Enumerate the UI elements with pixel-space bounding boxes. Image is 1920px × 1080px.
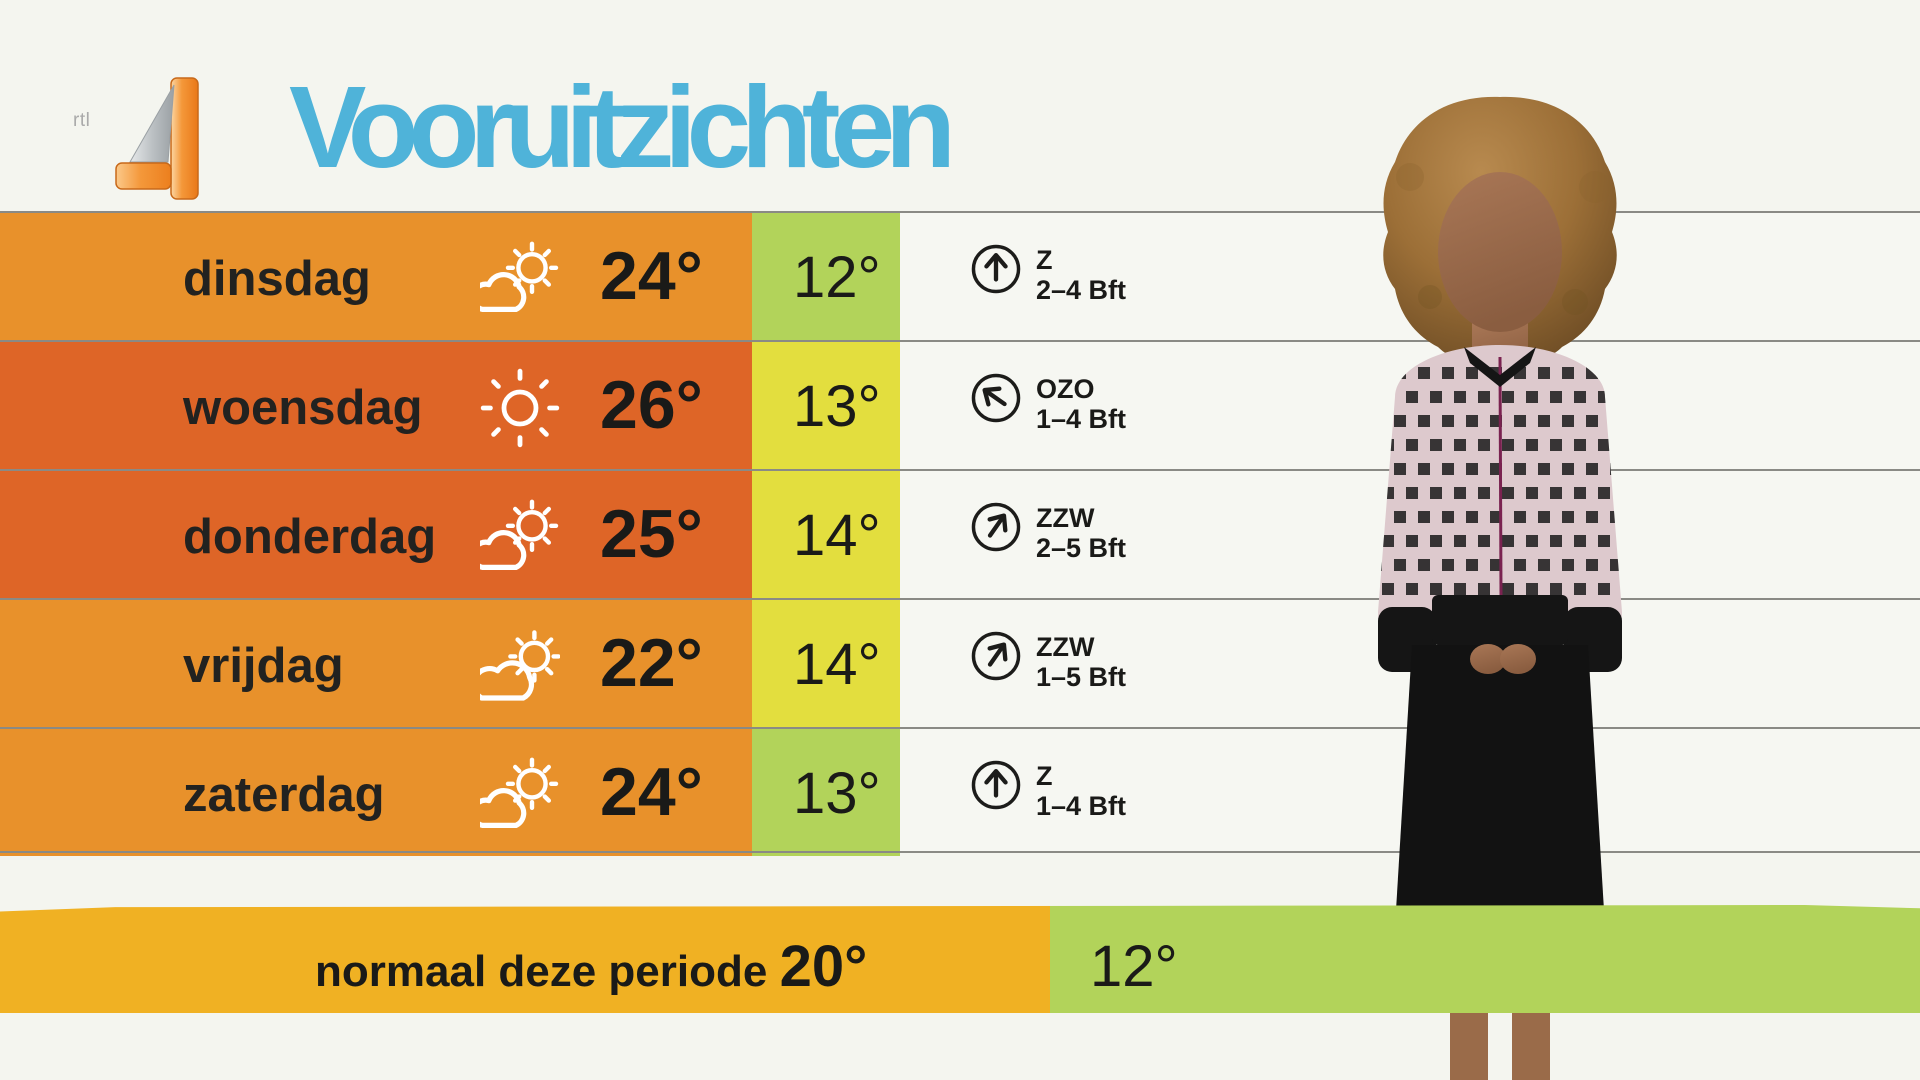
svg-text:rtl: rtl [73,110,90,131]
